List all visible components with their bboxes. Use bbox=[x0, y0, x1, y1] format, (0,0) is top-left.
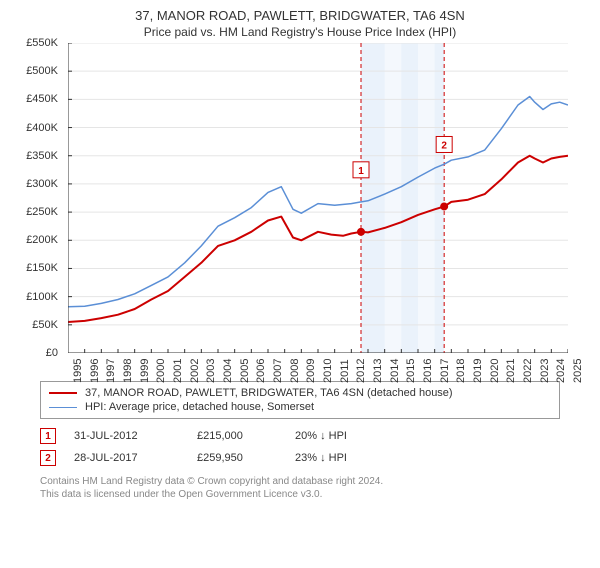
x-axis-label: 2024 bbox=[555, 359, 567, 383]
x-axis-label: 2008 bbox=[289, 359, 301, 383]
x-axis-label: 2001 bbox=[172, 359, 184, 383]
sales-table: 1 31-JUL-2012 £215,000 20% ↓ HPI 2 28-JU… bbox=[40, 425, 560, 469]
x-axis-label: 2020 bbox=[489, 359, 501, 383]
x-axis-label: 2005 bbox=[239, 359, 251, 383]
x-axis-label: 2011 bbox=[339, 359, 351, 383]
line-chart: 12 bbox=[68, 43, 568, 353]
x-axis-label: 2010 bbox=[322, 359, 334, 383]
x-axis-label: 2004 bbox=[222, 359, 234, 383]
x-axis-label: 2013 bbox=[372, 359, 384, 383]
x-axis-label: 2007 bbox=[272, 359, 284, 383]
x-axis-label: 1999 bbox=[139, 359, 151, 383]
sale-marker-1: 1 bbox=[40, 428, 56, 444]
sale-price-2: £259,950 bbox=[197, 452, 277, 464]
legend-swatch-property bbox=[49, 392, 77, 394]
footer: Contains HM Land Registry data © Crown c… bbox=[40, 475, 560, 501]
legend-label-hpi: HPI: Average price, detached house, Some… bbox=[85, 401, 314, 413]
y-axis-label: £500K bbox=[18, 65, 58, 77]
y-axis-label: £100K bbox=[18, 291, 58, 303]
x-axis-label: 2009 bbox=[305, 359, 317, 383]
legend-item-property: 37, MANOR ROAD, PAWLETT, BRIDGWATER, TA6… bbox=[49, 386, 551, 400]
sale-date-2: 28-JUL-2017 bbox=[74, 452, 179, 464]
x-axis-label: 2006 bbox=[255, 359, 267, 383]
sale-diff-1: 20% ↓ HPI bbox=[295, 430, 385, 442]
y-axis-label: £50K bbox=[18, 319, 58, 331]
x-axis-label: 2019 bbox=[472, 359, 484, 383]
y-axis-label: £400K bbox=[18, 122, 58, 134]
y-axis-label: £350K bbox=[18, 150, 58, 162]
x-axis-label: 2014 bbox=[389, 359, 401, 383]
x-axis-label: 2022 bbox=[522, 359, 534, 383]
x-axis-label: 2017 bbox=[439, 359, 451, 383]
x-axis-label: 1996 bbox=[89, 359, 101, 383]
legend: 37, MANOR ROAD, PAWLETT, BRIDGWATER, TA6… bbox=[40, 381, 560, 419]
y-axis-label: £550K bbox=[18, 37, 58, 49]
sale-marker-2: 2 bbox=[40, 450, 56, 466]
x-axis-label: 1997 bbox=[105, 359, 117, 383]
sale-price-1: £215,000 bbox=[197, 430, 277, 442]
x-axis-label: 2000 bbox=[155, 359, 167, 383]
legend-label-property: 37, MANOR ROAD, PAWLETT, BRIDGWATER, TA6… bbox=[85, 387, 453, 399]
footer-line-2: This data is licensed under the Open Gov… bbox=[40, 488, 560, 501]
sale-date-1: 31-JUL-2012 bbox=[74, 430, 179, 442]
x-axis-label: 1998 bbox=[122, 359, 134, 383]
chart-container: £0 £50K £100K £150K £200K £250K £300K £350K £400… bbox=[20, 43, 580, 373]
y-axis-label: £300K bbox=[18, 178, 58, 190]
svg-text:2: 2 bbox=[441, 140, 447, 151]
x-axis-label: 2016 bbox=[422, 359, 434, 383]
y-axis-label: £0 bbox=[18, 347, 58, 359]
chart-title-address: 37, MANOR ROAD, PAWLETT, BRIDGWATER, TA6… bbox=[0, 8, 600, 23]
sale-row-1: 1 31-JUL-2012 £215,000 20% ↓ HPI bbox=[40, 425, 560, 447]
y-axis-label: £200K bbox=[18, 234, 58, 246]
y-axis-label: £150K bbox=[18, 262, 58, 274]
x-axis-label: 2023 bbox=[539, 359, 551, 383]
legend-item-hpi: HPI: Average price, detached house, Some… bbox=[49, 400, 551, 414]
legend-swatch-hpi bbox=[49, 407, 77, 408]
x-axis-label: 2012 bbox=[355, 359, 367, 383]
x-axis-label: 2015 bbox=[405, 359, 417, 383]
sale-diff-2: 23% ↓ HPI bbox=[295, 452, 385, 464]
down-arrow-icon: ↓ bbox=[320, 430, 326, 442]
x-axis-label: 2021 bbox=[505, 359, 517, 383]
x-axis-label: 2025 bbox=[572, 359, 584, 383]
x-axis-label: 2018 bbox=[455, 359, 467, 383]
y-axis-label: £250K bbox=[18, 206, 58, 218]
svg-text:1: 1 bbox=[358, 166, 364, 177]
x-axis-label: 1995 bbox=[72, 359, 84, 383]
sale-row-2: 2 28-JUL-2017 £259,950 23% ↓ HPI bbox=[40, 447, 560, 469]
footer-line-1: Contains HM Land Registry data © Crown c… bbox=[40, 475, 560, 488]
x-axis-label: 2003 bbox=[205, 359, 217, 383]
x-axis-label: 2002 bbox=[189, 359, 201, 383]
y-axis-label: £450K bbox=[18, 93, 58, 105]
chart-subtitle: Price paid vs. HM Land Registry's House … bbox=[0, 25, 600, 39]
down-arrow-icon: ↓ bbox=[320, 452, 326, 464]
